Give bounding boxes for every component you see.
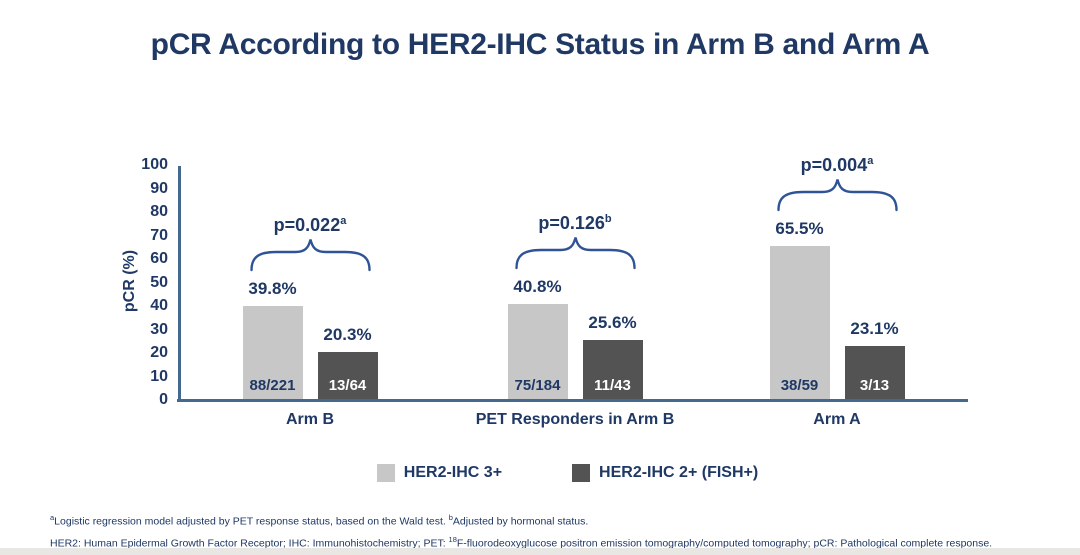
p-value-superscript: a: [340, 215, 347, 228]
bar-value-label: 25.6%: [588, 312, 637, 332]
x-category-label: Arm B: [285, 411, 334, 428]
bar-fraction-label: 88/221: [249, 376, 296, 394]
y-tick-label: 80: [150, 203, 168, 220]
bar-value-label: 39.8%: [248, 279, 297, 299]
x-axis-line: [177, 399, 968, 402]
x-category-label: PET Responders in Arm B: [475, 411, 675, 428]
bar-value-label: 65.5%: [775, 219, 824, 239]
comparison-brace: [249, 239, 371, 272]
x-category-label: Arm A: [813, 411, 861, 428]
y-tick-label: 70: [150, 226, 168, 244]
footnote-text: Logistic regression model adjusted by PE…: [54, 515, 449, 528]
bar-value-label: 20.3%: [323, 325, 372, 345]
bar-value-label: 23.1%: [850, 318, 899, 338]
bar-fraction-label: 13/64: [328, 376, 367, 394]
bar-fraction-label: 75/184: [514, 376, 561, 394]
bar-fraction-label: 11/43: [594, 376, 631, 394]
legend-label: HER2-IHC 3+: [403, 464, 503, 481]
y-tick-label: 0: [159, 391, 168, 408]
bar-her2-ihc-3: 75/184: [507, 304, 568, 400]
footnote-text: Adjusted by hormonal status.: [452, 515, 589, 528]
p-value-text: p=0.126: [538, 213, 605, 234]
p-value-superscript: b: [604, 213, 612, 226]
footnote-statistics: aLogistic regression model adjusted by P…: [50, 511, 1050, 529]
y-axis-line: [178, 166, 181, 401]
bar-her2-ihc-3: 38/59: [769, 246, 830, 400]
legend-swatch-her2-ihc-2-fish: [572, 464, 591, 482]
p-value-text: p=0.022: [273, 215, 341, 236]
y-tick-label: 60: [150, 250, 168, 267]
y-tick-label: 100: [141, 156, 168, 173]
y-tick-label: 20: [150, 344, 168, 361]
bottom-strip: [0, 548, 1080, 555]
footnote-superscript: a: [50, 513, 55, 522]
footnote-text: HER2: Human Epidermal Growth Factor Rece…: [50, 537, 449, 549]
footnote-superscript: b: [448, 513, 453, 522]
bar-her2-ihc-2-fish: 3/13: [844, 345, 905, 400]
legend-item-her2-ihc-2-fish: HER2-IHC 2+ (FISH+): [572, 464, 758, 482]
bar-her2-ihc-2-fish: 13/64: [317, 352, 378, 400]
y-tick-label: 10: [150, 367, 168, 385]
footnotes: aLogistic regression model adjusted by P…: [50, 511, 1050, 554]
p-value-label: p=0.022a: [220, 210, 400, 236]
legend: HER2-IHC 3+ HER2-IHC 2+ (FISH+): [55, 464, 1080, 482]
footnote-abbreviations: HER2: Human Epidermal Growth Factor Rece…: [50, 533, 1050, 551]
chart-title: pCR According to HER2-IHC Status in Arm …: [150, 28, 930, 61]
bar-value-label: 40.8%: [513, 277, 562, 297]
bar-fraction-label: 38/59: [780, 376, 819, 394]
p-value-superscript: a: [867, 155, 874, 168]
bar-her2-ihc-3: 88/221: [242, 306, 303, 400]
comparison-brace: [514, 237, 636, 270]
y-tick-label: 90: [150, 179, 168, 197]
legend-label: HER2-IHC 2+ (FISH+): [599, 464, 759, 481]
bar-her2-ihc-2-fish: 11/43: [582, 339, 643, 400]
legend-swatch-her2-ihc-3: [376, 464, 395, 482]
y-tick-label: 50: [150, 273, 168, 291]
legend-item-her2-ihc-3: HER2-IHC 3+: [376, 464, 503, 482]
p-value-label: p=0.004a: [747, 150, 927, 176]
comparison-brace: [776, 179, 898, 212]
y-tick-label: 30: [150, 320, 168, 338]
footnote-superscript: 18: [448, 534, 457, 544]
bar-fraction-label: 3/13: [859, 376, 890, 394]
y-tick-label: 40: [150, 297, 168, 314]
footnote-text: F-fluorodeoxyglucose positron emission t…: [456, 537, 993, 549]
p-value-text: p=0.004: [800, 155, 868, 176]
p-value-label: p=0.126b: [485, 208, 665, 234]
